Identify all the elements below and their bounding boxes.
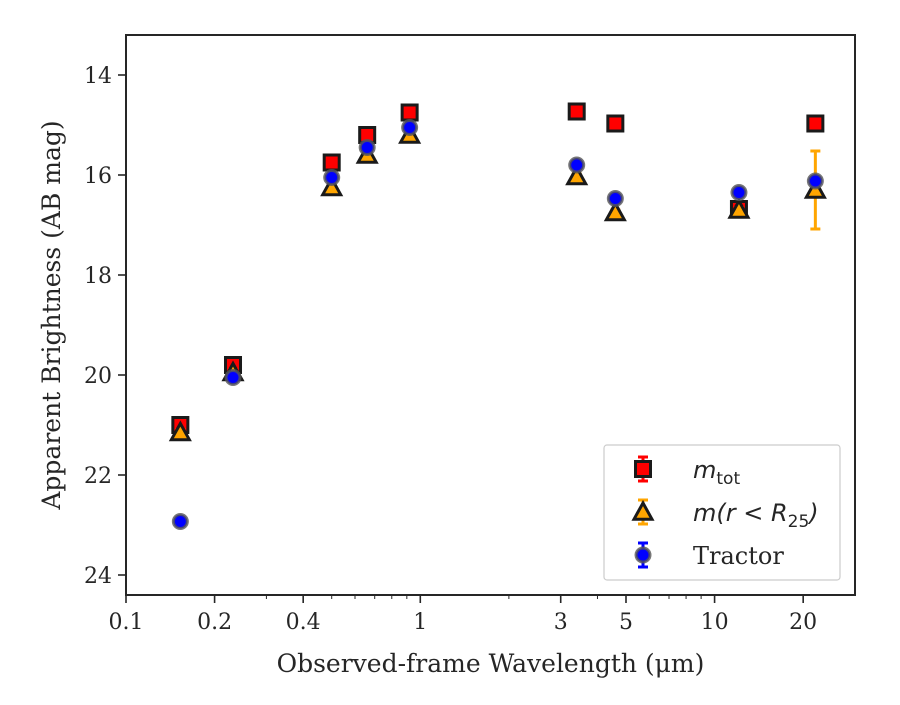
legend-label-base: Tractor — [693, 542, 784, 570]
data-point-circle — [568, 156, 586, 174]
data-point-square — [567, 102, 586, 121]
series-circle-group — [171, 119, 824, 530]
legend-box — [603, 444, 841, 581]
data-point-square — [322, 153, 341, 172]
data-point-circle — [606, 190, 624, 207]
y-tick-label: 14 — [84, 64, 112, 89]
legend-marker-triangle — [631, 499, 655, 521]
data-point-circle — [401, 119, 419, 136]
x-tick-label: 5 — [619, 610, 633, 635]
legend-marker-square — [634, 460, 652, 478]
data-point-triangle — [168, 420, 192, 442]
series-square-group — [171, 102, 825, 434]
legend-label-base: m(r < R — [693, 499, 788, 527]
legend-label: Tractor — [693, 542, 784, 570]
data-point-circle — [224, 369, 242, 386]
legend-label-rest: ) — [807, 499, 818, 527]
x-tick-label: 0.1 — [109, 610, 144, 635]
data-point-square — [606, 114, 625, 133]
x-tick-label: 0.4 — [286, 610, 321, 635]
data-point-square — [400, 103, 419, 122]
data-point-triangle — [565, 164, 589, 186]
x-tick-label: 10 — [701, 610, 729, 635]
x-tick-label: 0.2 — [197, 610, 232, 635]
legend-label-base: m — [693, 456, 716, 484]
y-tick-label: 22 — [84, 464, 112, 489]
data-point-circle — [358, 139, 376, 156]
series-triangle-group — [168, 122, 827, 442]
y-tick-label: 16 — [84, 164, 112, 189]
y-tick-label: 24 — [84, 564, 112, 589]
legend-label: mtot — [693, 456, 740, 489]
legend-label: m(r < R25) — [693, 499, 819, 532]
legend-label-subscript: tot — [716, 469, 740, 489]
y-tick-label: 20 — [84, 364, 112, 389]
x-tick-label: 3 — [554, 610, 568, 635]
x-tick-label: 1 — [413, 610, 427, 635]
data-point-triangle — [603, 200, 627, 222]
x-axis-label: Observed-frame Wavelength (μm) — [277, 649, 705, 678]
legend-marker-circle — [634, 546, 652, 564]
data-point-circle — [171, 513, 189, 530]
data-point-square — [806, 114, 825, 133]
data-point-circle — [730, 184, 748, 201]
x-tick-label: 20 — [789, 610, 817, 635]
data-point-triangle — [727, 197, 751, 219]
plot-frame — [125, 34, 856, 596]
y-axis-label: Apparent Brightness (AB mag) — [37, 120, 66, 510]
data-point-circle — [323, 169, 341, 186]
legend-label-subscript: 25 — [788, 512, 810, 532]
y-tick-label: 18 — [84, 264, 112, 289]
data-point-circle — [806, 172, 824, 190]
data-point-triangle — [320, 175, 344, 197]
